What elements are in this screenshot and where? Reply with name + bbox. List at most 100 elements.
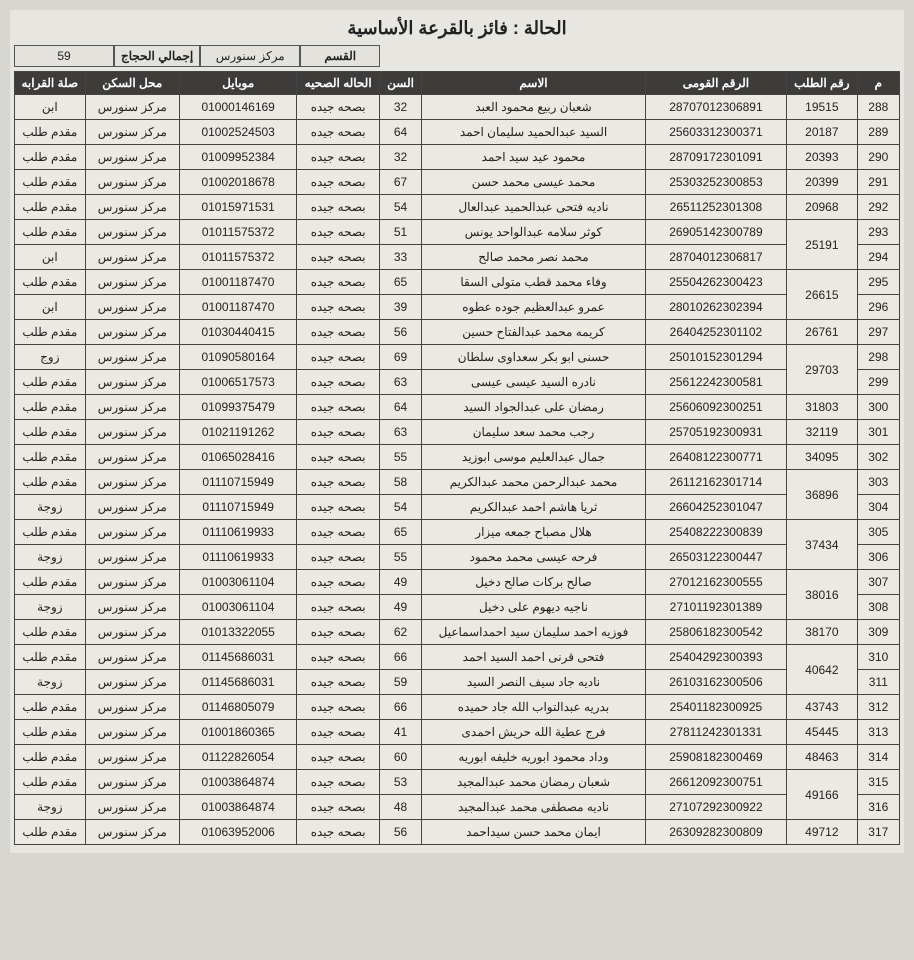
cell-age: 54 — [379, 195, 421, 220]
cell-loc: مركز سنورس — [85, 470, 179, 495]
table-row: 31126103162300506ناديه جاد سيف النصر الس… — [15, 670, 900, 695]
cell-age: 64 — [379, 395, 421, 420]
cell-mobile: 01013322055 — [179, 620, 297, 645]
cell-m: 317 — [857, 820, 899, 845]
cell-name: جمال عبدالعليم موسى ابوزيد — [422, 445, 646, 470]
cell-mobile: 01090580164 — [179, 345, 297, 370]
cell-health: بصحه جيده — [297, 770, 379, 795]
cell-rel: مقدم طلب — [15, 445, 86, 470]
cell-name: محمد عبدالرحمن محمد عبدالكريم — [422, 470, 646, 495]
cell-name: بدريه عبدالتواب الله جاد حميده — [422, 695, 646, 720]
cell-name: رمضان على عبدالجواد السيد — [422, 395, 646, 420]
cell-rel: زوجة — [15, 670, 86, 695]
cell-mobile: 01003061104 — [179, 595, 297, 620]
cell-m: 314 — [857, 745, 899, 770]
table-row: 3124374325401182300925بدريه عبدالتواب ال… — [15, 695, 900, 720]
cell-loc: مركز سنورس — [85, 120, 179, 145]
cell-m: 309 — [857, 620, 899, 645]
cell-mobile: 01011575372 — [179, 220, 297, 245]
cell-rel: مقدم طلب — [15, 145, 86, 170]
cell-nid: 28704012306817 — [645, 245, 786, 270]
cell-health: بصحه جيده — [297, 320, 379, 345]
table-row: 2982970325010152301294حسنى ابو بكر سعداو… — [15, 345, 900, 370]
cell-loc: مركز سنورس — [85, 445, 179, 470]
cell-nid: 25606092300251 — [645, 395, 786, 420]
cell-age: 62 — [379, 620, 421, 645]
table-row: 3154916626612092300751شعبان رمضان محمد ع… — [15, 770, 900, 795]
cell-name: ناديه مصطفى محمد عبدالمجيد — [422, 795, 646, 820]
cell-req: 29703 — [787, 345, 858, 395]
cell-health: بصحه جيده — [297, 345, 379, 370]
cell-loc: مركز سنورس — [85, 245, 179, 270]
cell-loc: مركز سنورس — [85, 595, 179, 620]
cell-age: 51 — [379, 220, 421, 245]
cell-loc: مركز سنورس — [85, 295, 179, 320]
cell-health: بصحه جيده — [297, 645, 379, 670]
cell-name: ناديه فتحى عبدالحميد عبدالعال — [422, 195, 646, 220]
table-body: 2881951528707012306891شعبان ربيع محمود ا… — [15, 95, 900, 845]
cell-mobile: 01015971531 — [179, 195, 297, 220]
cell-mobile: 01063952006 — [179, 820, 297, 845]
cell-m: 308 — [857, 595, 899, 620]
cell-name: فتحى قرنى احمد السيد احمد — [422, 645, 646, 670]
cell-nid: 26604252301047 — [645, 495, 786, 520]
cell-loc: مركز سنورس — [85, 345, 179, 370]
cell-name: فرحه عيسى محمد محمود — [422, 545, 646, 570]
cell-name: ايمان محمد حسن سيداحمد — [422, 820, 646, 845]
col-nid: الرقم القومى — [645, 72, 786, 95]
cell-m: 306 — [857, 545, 899, 570]
cell-mobile: 01002018678 — [179, 170, 297, 195]
cell-m: 313 — [857, 720, 899, 745]
cell-mobile: 01000146169 — [179, 95, 297, 120]
cell-rel: مقدم طلب — [15, 745, 86, 770]
table-row: 2881951528707012306891شعبان ربيع محمود ا… — [15, 95, 900, 120]
cell-mobile: 01110715949 — [179, 495, 297, 520]
cell-loc: مركز سنورس — [85, 95, 179, 120]
cell-health: بصحه جيده — [297, 295, 379, 320]
cell-nid: 26112162301714 — [645, 470, 786, 495]
cell-m: 291 — [857, 170, 899, 195]
table-row: 3073801627012162300555صالح بركات صالح دخ… — [15, 570, 900, 595]
cell-age: 65 — [379, 520, 421, 545]
document-page: الحالة : فائز بالقرعة الأساسية 59 إجمالي… — [10, 10, 904, 853]
cell-nid: 27107292300922 — [645, 795, 786, 820]
cell-name: فوزيه احمد سليمان سيد احمداسماعيل — [422, 620, 646, 645]
cell-req: 20968 — [787, 195, 858, 220]
cell-mobile: 01003061104 — [179, 570, 297, 595]
cell-mobile: 01145686031 — [179, 670, 297, 695]
cell-mobile: 01003864874 — [179, 795, 297, 820]
cell-req: 36896 — [787, 470, 858, 520]
cell-rel: مقدم طلب — [15, 570, 86, 595]
cell-m: 315 — [857, 770, 899, 795]
cell-name: محمد عيسى محمد حسن — [422, 170, 646, 195]
cell-loc: مركز سنورس — [85, 645, 179, 670]
cell-m: 302 — [857, 445, 899, 470]
cell-loc: مركز سنورس — [85, 195, 179, 220]
cell-nid: 25408222300839 — [645, 520, 786, 545]
cell-m: 297 — [857, 320, 899, 345]
cell-nid: 26612092300751 — [645, 770, 786, 795]
cell-loc: مركز سنورس — [85, 270, 179, 295]
table-row: 3023409526408122300771جمال عبدالعليم موس… — [15, 445, 900, 470]
cell-loc: مركز سنورس — [85, 520, 179, 545]
cell-health: بصحه جيده — [297, 670, 379, 695]
table-row: 2932519126905142300789كوثر سلامه عبدالوا… — [15, 220, 900, 245]
cell-loc: مركز سنورس — [85, 620, 179, 645]
cell-mobile: 01001187470 — [179, 270, 297, 295]
col-loc: محل السكن — [85, 72, 179, 95]
cell-mobile: 01009952384 — [179, 145, 297, 170]
cell-loc: مركز سنورس — [85, 570, 179, 595]
cell-loc: مركز سنورس — [85, 545, 179, 570]
cell-health: بصحه جيده — [297, 195, 379, 220]
cell-req: 31803 — [787, 395, 858, 420]
cell-m: 310 — [857, 645, 899, 670]
cell-name: ثريا هاشم احمد عبدالكريم — [422, 495, 646, 520]
cell-m: 316 — [857, 795, 899, 820]
cell-health: بصحه جيده — [297, 245, 379, 270]
table-row: 3053743425408222300839هلال مصباح جمعه مي… — [15, 520, 900, 545]
page-title: الحالة : فائز بالقرعة الأساسية — [14, 18, 900, 39]
cell-nid: 26103162300506 — [645, 670, 786, 695]
cell-age: 59 — [379, 670, 421, 695]
cell-age: 66 — [379, 645, 421, 670]
cell-name: هلال مصباح جمعه ميزار — [422, 520, 646, 545]
